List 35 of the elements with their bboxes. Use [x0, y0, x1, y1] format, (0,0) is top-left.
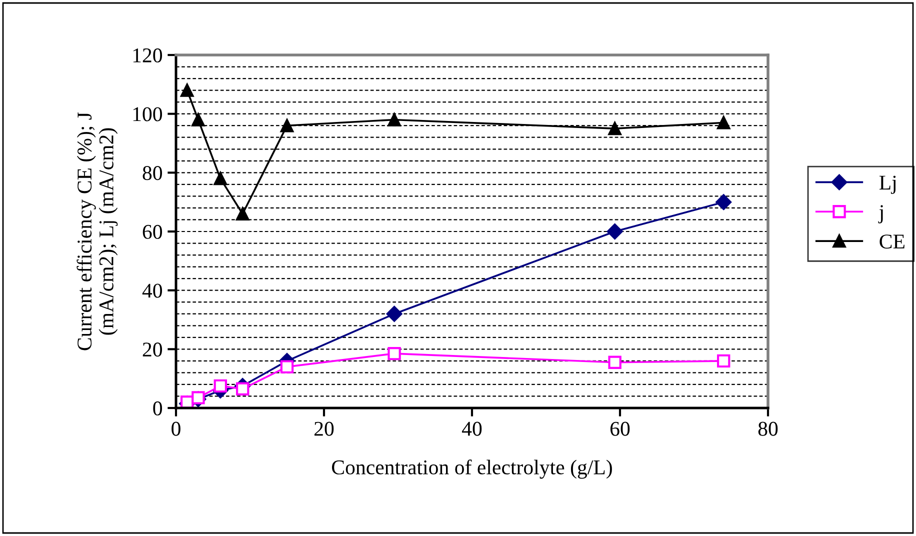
x-tick-label: 40	[462, 422, 482, 436]
legend-label: Lj	[879, 176, 896, 194]
x-tick-label: 0	[172, 422, 180, 436]
point	[236, 382, 250, 396]
point	[608, 122, 622, 136]
x-axis-title: Concentration of electrolyte (g/L)	[332, 460, 612, 479]
x-tick-label: 60	[610, 422, 630, 436]
point	[280, 360, 294, 374]
y-tick-label: 0	[153, 401, 162, 416]
point	[608, 356, 622, 370]
y-tick-label: 120	[133, 48, 162, 62]
legend-label: j	[878, 205, 883, 224]
point	[192, 391, 205, 404]
y-tick-label: 20	[142, 342, 162, 357]
y-axis-title: Current efficiency CE (%); J (mA/cm2); Lj (mA/cm2)	[76, 112, 118, 350]
point	[192, 113, 205, 126]
point	[180, 84, 194, 97]
legend-label: CE	[880, 234, 904, 249]
point	[386, 306, 402, 322]
point	[717, 354, 730, 368]
point	[716, 194, 732, 210]
y-tick-label: 100	[133, 107, 162, 122]
point	[606, 224, 623, 240]
point	[214, 379, 227, 393]
point	[236, 207, 250, 220]
y-tick-label: 40	[142, 284, 162, 298]
point	[388, 346, 401, 360]
point	[717, 116, 730, 130]
point	[388, 113, 401, 126]
x-tick-label: 20	[314, 422, 334, 436]
point	[214, 172, 227, 186]
y-tick-label: 80	[142, 166, 162, 180]
point	[280, 119, 294, 132]
y-tick-label: 60	[142, 224, 162, 239]
x-tick-label: 80	[758, 422, 778, 436]
